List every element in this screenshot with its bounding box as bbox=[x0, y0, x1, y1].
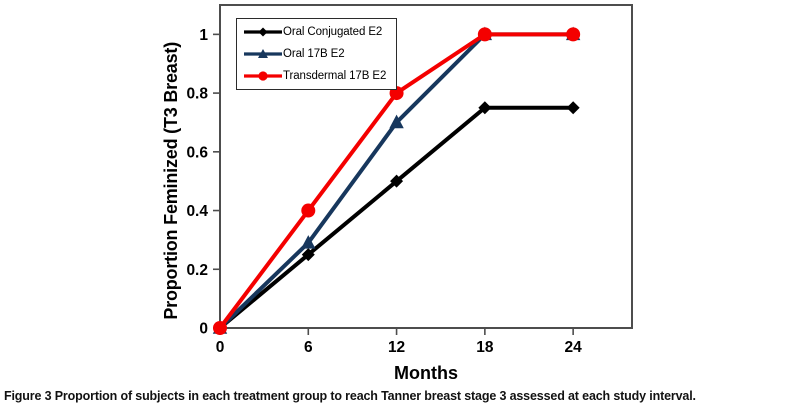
circle-marker-icon bbox=[258, 71, 268, 81]
series-oral-conjugated-e2-marker bbox=[301, 248, 315, 262]
y-tick-label: 0.4 bbox=[186, 203, 208, 220]
legend-label: Transdermal 17B E2 bbox=[283, 70, 387, 82]
circle-legend-sample-icon bbox=[244, 71, 282, 81]
y-axis-title-wrap: Proportion Feminized (T3 Breast) bbox=[150, 34, 192, 328]
series-transdermal-17b-e2-marker bbox=[301, 203, 316, 218]
series-oral-17b-e2-marker bbox=[301, 235, 316, 249]
y-axis-title: Proportion Feminized (T3 Breast) bbox=[160, 42, 181, 320]
legend-label: Oral Conjugated E2 bbox=[283, 26, 383, 38]
triangle-legend-sample-icon bbox=[244, 49, 282, 58]
x-tick-label: 18 bbox=[476, 339, 494, 356]
figure-caption: Figure 3 Proportion of subjects in each … bbox=[4, 389, 792, 403]
y-tick-label: 1 bbox=[199, 27, 208, 44]
series-oral-conjugated-e2-marker bbox=[566, 101, 580, 115]
figure-caption-label: Figure 3 bbox=[4, 389, 52, 403]
y-tick-label: 0.2 bbox=[186, 262, 208, 279]
y-tick-label: 0.6 bbox=[186, 144, 208, 161]
legend-row: Oral Conjugated E2 bbox=[243, 21, 386, 43]
diamond-legend-sample-icon bbox=[244, 27, 282, 37]
plot-frame bbox=[219, 4, 633, 329]
legend-row: Transdermal 17B E2 bbox=[243, 65, 386, 87]
y-tick-label: 0 bbox=[199, 321, 208, 338]
legend: Oral Conjugated E2 Oral 17B E2 Transdermal… bbox=[236, 18, 398, 90]
x-tick-label: 6 bbox=[304, 339, 313, 356]
legend-label: Oral 17B E2 bbox=[283, 48, 345, 60]
x-tick-label: 24 bbox=[565, 339, 583, 356]
x-tick-label: 0 bbox=[216, 339, 225, 356]
figure-caption-text: Proportion of subjects in each treatment… bbox=[54, 389, 696, 403]
x-tick-label: 12 bbox=[388, 339, 405, 356]
y-tick-label: 0.8 bbox=[186, 86, 208, 103]
diamond-marker-icon bbox=[258, 27, 268, 37]
series-transdermal-17b-e2-marker bbox=[213, 321, 227, 335]
series-oral-conjugated-e2-marker bbox=[390, 174, 404, 188]
series-oral-conjugated-e2-marker bbox=[478, 101, 492, 115]
triangle-marker-icon bbox=[258, 49, 268, 58]
legend-row: Oral 17B E2 bbox=[243, 43, 386, 65]
x-axis-title: Months bbox=[394, 363, 458, 383]
series-transdermal-17b-e2-marker bbox=[477, 27, 492, 42]
series-oral-17b-e2-marker bbox=[389, 114, 404, 129]
series-oral-conjugated-e2-line bbox=[218, 105, 574, 330]
series-transdermal-17b-e2-marker bbox=[566, 27, 581, 42]
